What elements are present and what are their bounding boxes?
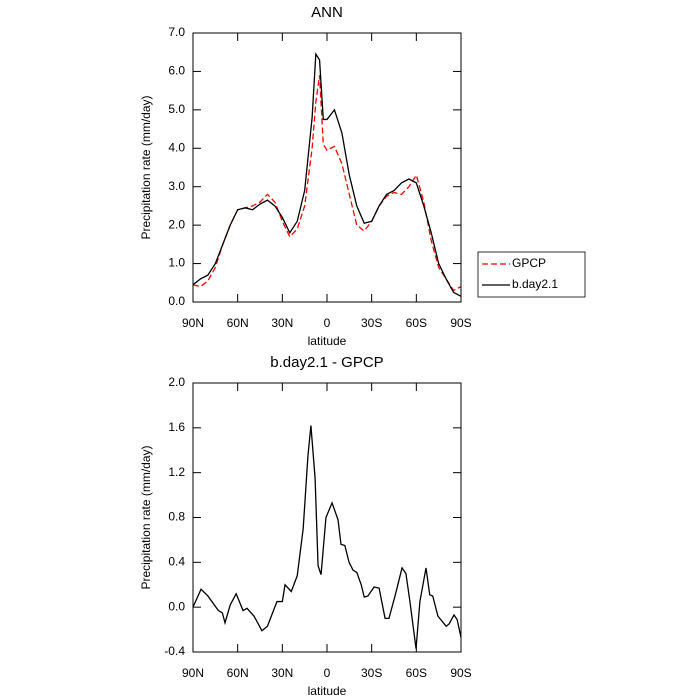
legend: GPCP b.day2.1 xyxy=(477,251,586,298)
y-tick-label: 5.0 xyxy=(168,102,185,116)
y-tick-label: 6.0 xyxy=(168,64,185,78)
data-line xyxy=(192,52,462,297)
y-axis-label: Precipitation rate (mm/day) xyxy=(139,445,153,589)
x-axis-label: latitude xyxy=(308,684,347,698)
y-tick-label: 3.0 xyxy=(168,179,185,193)
y-tick-label: -0.4 xyxy=(164,644,185,658)
y-tick-label: 7.0 xyxy=(168,25,185,39)
y-axis-label: Precipitation rate (mm/day) xyxy=(139,95,153,239)
x-tick-label: 90N xyxy=(182,666,204,680)
y-tick-label: 1.6 xyxy=(168,420,185,434)
y-tick-label: 0.4 xyxy=(168,555,185,569)
x-tick-label: 30N xyxy=(271,316,293,330)
data-line xyxy=(192,75,462,292)
y-tick-label: 1.2 xyxy=(168,465,185,479)
x-tick-label: 90S xyxy=(450,666,471,680)
x-tick-label: 60N xyxy=(227,316,249,330)
x-tick-label: 30S xyxy=(361,666,382,680)
legend-box xyxy=(477,251,586,298)
x-tick-label: 60S xyxy=(406,316,427,330)
x-tick-label: 60S xyxy=(406,666,427,680)
chart-title: ANN xyxy=(311,4,343,21)
y-tick-label: 1.0 xyxy=(168,256,185,270)
x-tick-label: 0 xyxy=(324,316,331,330)
y-tick-label: 0.8 xyxy=(168,510,185,524)
x-tick-label: 90S xyxy=(450,316,471,330)
y-tick-label: 2.0 xyxy=(168,217,185,231)
y-tick-label: 2.0 xyxy=(168,375,185,389)
x-tick-label: 0 xyxy=(324,666,331,680)
x-axis-label: latitude xyxy=(308,334,347,348)
data-line xyxy=(192,425,462,649)
x-tick-label: 60N xyxy=(227,666,249,680)
legend-label: b.day2.1 xyxy=(512,277,558,291)
y-tick-label: 0.0 xyxy=(168,599,185,613)
chart-title: b.day2.1 - GPCP xyxy=(270,354,383,371)
y-tick-label: 4.0 xyxy=(168,140,185,154)
plot-frame xyxy=(192,32,462,303)
x-tick-label: 30N xyxy=(271,666,293,680)
legend-label: GPCP xyxy=(512,256,546,270)
plot-frame xyxy=(192,382,462,653)
x-tick-label: 30S xyxy=(361,316,382,330)
x-tick-label: 90N xyxy=(182,316,204,330)
y-tick-label: 0.0 xyxy=(168,294,185,308)
